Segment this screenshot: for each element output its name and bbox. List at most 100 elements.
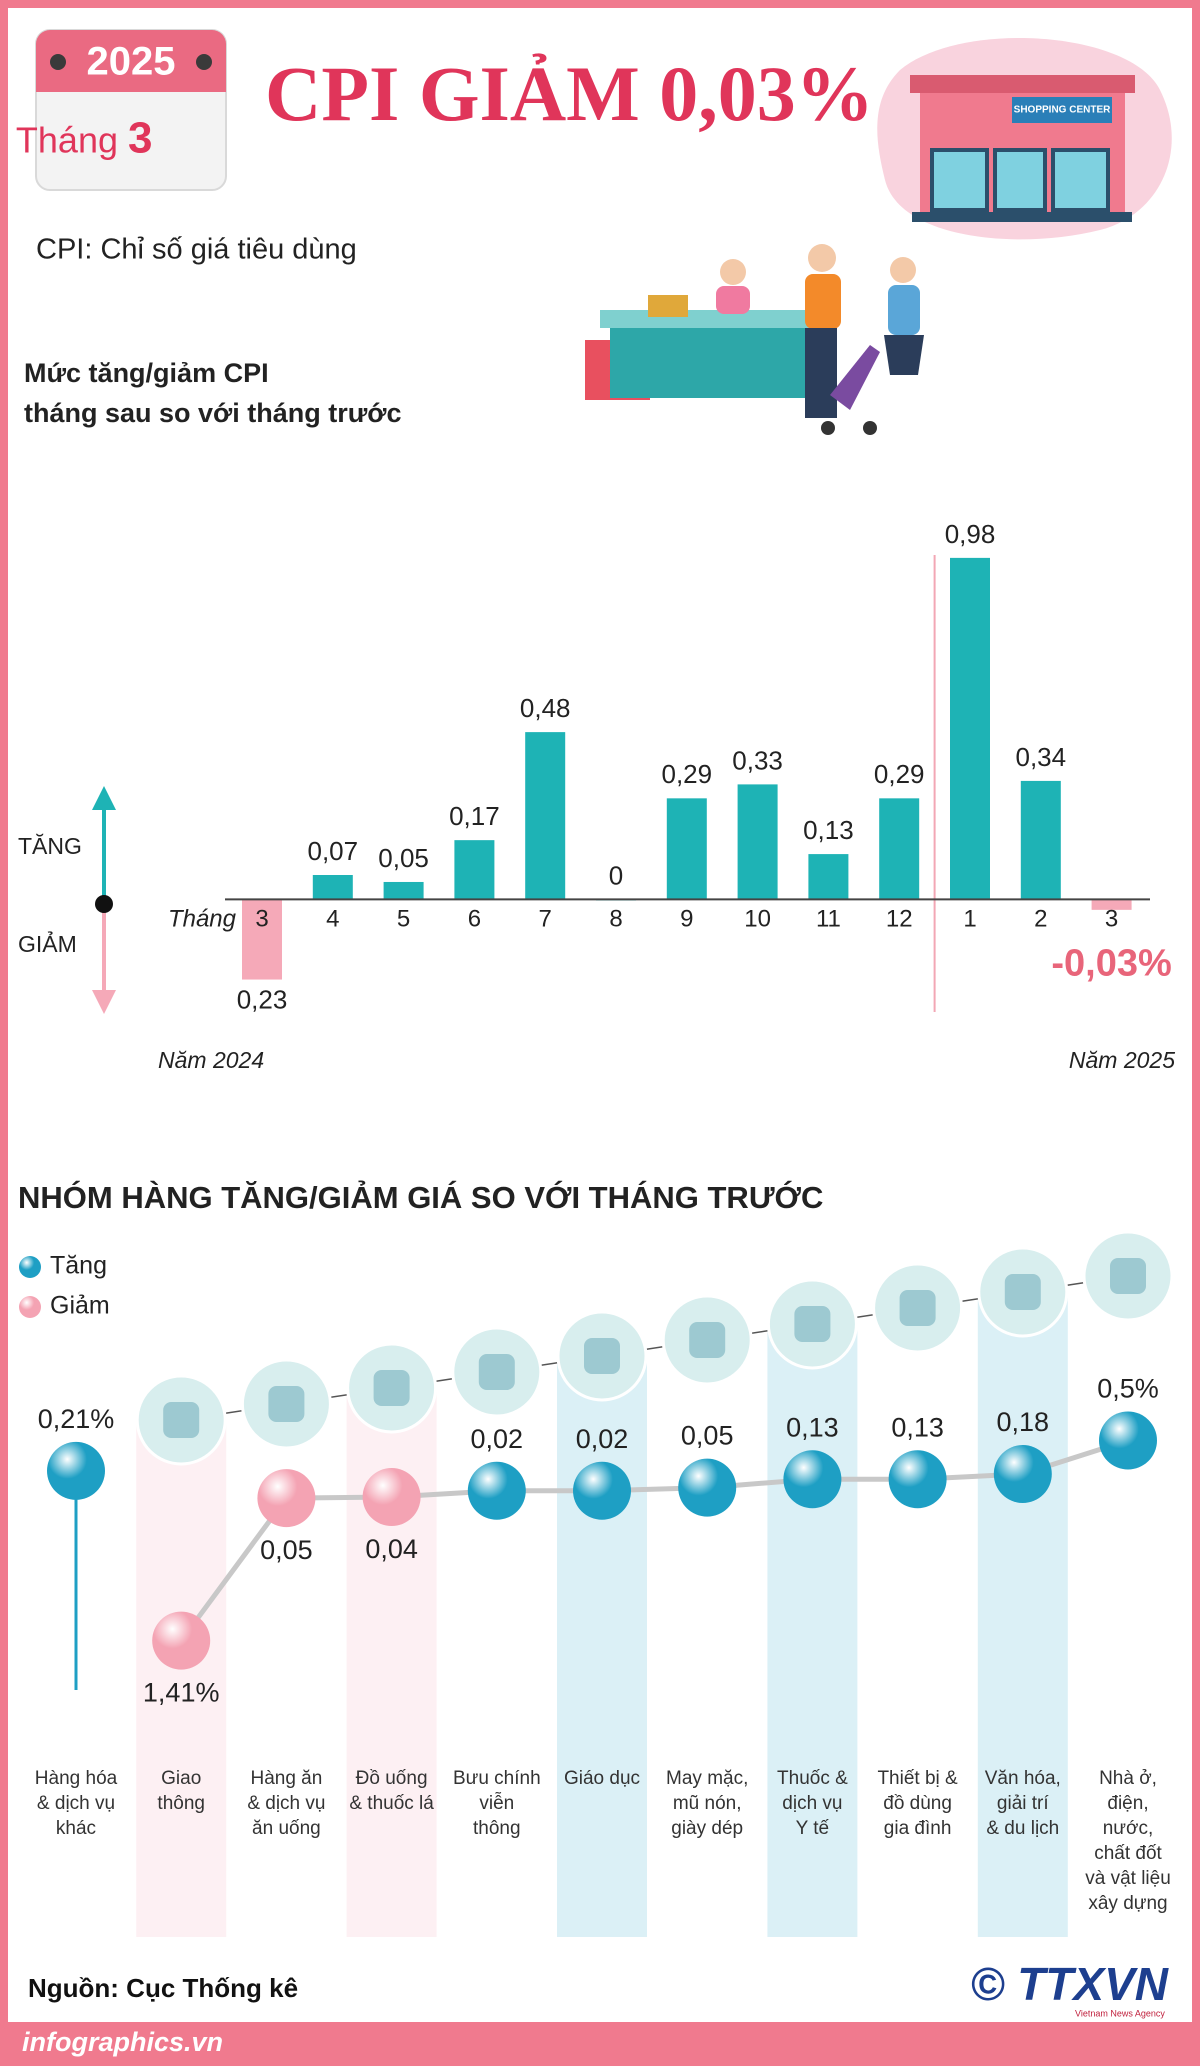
calendar-year: 2025 (87, 40, 176, 84)
icon-connector (181, 1275, 1129, 1421)
bar (383, 881, 424, 900)
dot (1099, 1411, 1157, 1470)
x-tick-label: 3 (1105, 906, 1118, 933)
value-label: 0,02 (576, 1424, 629, 1454)
x-tick-label: 5 (397, 906, 410, 933)
group-label: Năm 2025 (1069, 1047, 1175, 1073)
category-icon-glyph (794, 1306, 831, 1342)
category-label: Nhà ở, (1099, 1768, 1157, 1789)
chart-title: tháng sau so với tháng trước (24, 398, 402, 428)
source: Nguồn: Cục Thống kê (28, 1973, 298, 2003)
store-sign (1012, 97, 1112, 123)
value-label: 0 (609, 860, 623, 890)
legend-label: Tăng (50, 1252, 107, 1280)
category-label: Đồ uống (356, 1768, 428, 1789)
calendar-month-label: Tháng (16, 120, 118, 161)
x-tick-label: 11 (816, 906, 841, 933)
category-label: & du lịch (986, 1818, 1059, 1839)
x-tick-label: 4 (326, 906, 339, 933)
value-label: 0,17 (449, 801, 500, 831)
woman-head (890, 257, 916, 283)
legend-marker (19, 1296, 41, 1318)
category-icon-glyph (584, 1338, 620, 1374)
stroller (830, 345, 880, 410)
agency-en: Vietnam News Agency (1075, 2008, 1165, 2018)
category-label: Thiết bị & (877, 1768, 958, 1789)
category-label: điện, (1107, 1793, 1148, 1814)
counter (610, 318, 820, 398)
x-tick-label: 3 (255, 906, 268, 933)
x-tick-label: 2 (1034, 906, 1047, 933)
store-window (993, 148, 1047, 212)
category-label: & dịch vụ (247, 1793, 325, 1814)
calendar: 2025 Tháng 3 (16, 29, 227, 191)
x-tick-label: 9 (680, 906, 693, 933)
value-label: 1,41% (143, 1678, 220, 1708)
calendar-top (36, 30, 226, 92)
value-label: 0,02 (471, 1424, 524, 1454)
x-axis-label: Tháng (168, 906, 237, 933)
column-band (977, 1292, 1068, 1937)
value-label: 0,05 (260, 1535, 313, 1565)
bar (950, 557, 990, 900)
subtitle: CPI: Chỉ số giá tiêu dùng (36, 234, 357, 266)
wheel (821, 421, 835, 435)
footer-band (0, 2022, 1200, 2066)
category-label: đồ dùng (883, 1793, 952, 1814)
value-label: 0,13 (891, 1412, 944, 1442)
category-label: May mặc, (666, 1768, 748, 1789)
dot (47, 1441, 105, 1500)
man-legs (805, 328, 837, 418)
value-label: 0,29 (874, 759, 925, 789)
value-label: 0,48 (520, 693, 571, 723)
headline: CPI GIẢM 0,03% (265, 50, 874, 137)
bar (879, 798, 920, 900)
legend-label: Giảm (50, 1292, 110, 1320)
store-window (930, 148, 989, 212)
category-label: Giao (161, 1768, 201, 1789)
value-label: 0,23 (237, 984, 288, 1014)
x-tick-label: 8 (609, 906, 622, 933)
calendar-month: 3 (128, 114, 152, 163)
dot (362, 1468, 421, 1527)
category-label: chất đốt (1094, 1843, 1162, 1864)
bar (1020, 780, 1061, 900)
woman-skirt (884, 335, 924, 375)
dot (152, 1611, 211, 1670)
category-label: thông (157, 1793, 205, 1814)
dot (888, 1450, 947, 1509)
origin-dot (95, 895, 113, 913)
category-label: khác (56, 1818, 96, 1839)
category-label: dịch vụ (782, 1793, 842, 1814)
category-icon-glyph (478, 1354, 515, 1390)
cashier-body (716, 286, 750, 314)
x-tick-label: 12 (886, 906, 913, 933)
value-label: 0,21% (38, 1404, 115, 1434)
x-tick-label: 10 (744, 906, 771, 933)
value-label-current: -0,03% (1051, 942, 1171, 984)
bar (1091, 899, 1132, 910)
dot (783, 1450, 842, 1509)
category-icon-glyph (899, 1290, 936, 1326)
category-label: Y tế (796, 1818, 830, 1839)
column-band (557, 1356, 647, 1937)
agency-logo: © TTXVN (971, 1958, 1169, 2010)
bar (525, 732, 566, 900)
down-label: GIẢM (18, 929, 77, 957)
category-icon-glyph (689, 1322, 726, 1358)
up-label: TĂNG (18, 833, 82, 859)
value-label: 0,07 (307, 836, 358, 866)
value-label: 0,13 (803, 815, 854, 845)
legend-marker (19, 1256, 41, 1278)
category-icon-glyph (373, 1370, 410, 1406)
category-icon-glyph (163, 1402, 200, 1438)
category-label: Thuốc & (777, 1768, 848, 1789)
store-base (912, 212, 1132, 222)
category-icon-glyph (268, 1386, 305, 1422)
dot (993, 1445, 1052, 1503)
man-head (808, 244, 836, 272)
category-label: Giáo dục (564, 1768, 640, 1789)
shoppers-illustration (585, 244, 924, 435)
